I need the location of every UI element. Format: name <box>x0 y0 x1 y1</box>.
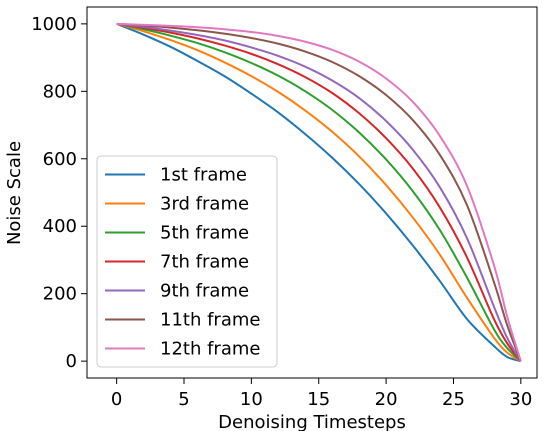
y-tick-label: 400 <box>43 216 77 237</box>
legend-label: 1st frame <box>160 165 247 186</box>
series-line-5 <box>116 22 522 362</box>
y-tick-label: 1000 <box>31 14 77 35</box>
legend-box <box>96 155 278 368</box>
legend-label: 3rd frame <box>160 194 249 215</box>
series-line-7 <box>116 22 522 362</box>
x-axis-ticks: 0 5 10 15 20 25 30 <box>111 378 532 410</box>
y-tick-label: 800 <box>43 81 77 102</box>
series-line-6 <box>116 22 522 362</box>
series-line-1 <box>116 22 522 363</box>
x-axis-title: Denoising Timesteps <box>218 412 406 431</box>
x-tick-label: 15 <box>307 389 330 410</box>
x-tick-label: 25 <box>442 389 465 410</box>
y-tick-label: 0 <box>66 351 77 372</box>
series-line-4 <box>116 22 522 362</box>
x-tick-label: 5 <box>178 389 189 410</box>
x-tick-label: 0 <box>111 389 122 410</box>
x-tick-label: 20 <box>375 389 398 410</box>
legend-label: 9th frame <box>160 281 249 302</box>
series-line-2 <box>116 22 522 362</box>
y-tick-label: 600 <box>43 149 77 170</box>
x-tick-label: 30 <box>509 389 532 410</box>
y-axis-title: Noise Scale <box>4 141 25 245</box>
legend-label: 7th frame <box>160 252 249 273</box>
y-tick-label: 200 <box>43 284 77 305</box>
legend: 1st frame 3rd frame 5th frame 7th frame 9th … <box>96 155 278 368</box>
x-tick-label: 10 <box>240 389 263 410</box>
series-line-3 <box>116 22 522 362</box>
series-lines <box>116 22 522 363</box>
legend-label: 12th frame <box>160 339 260 360</box>
y-axis-ticks: 0 200 400 600 800 1000 <box>31 14 87 372</box>
legend-label: 11th frame <box>160 310 260 331</box>
legend-label: 5th frame <box>160 223 249 244</box>
